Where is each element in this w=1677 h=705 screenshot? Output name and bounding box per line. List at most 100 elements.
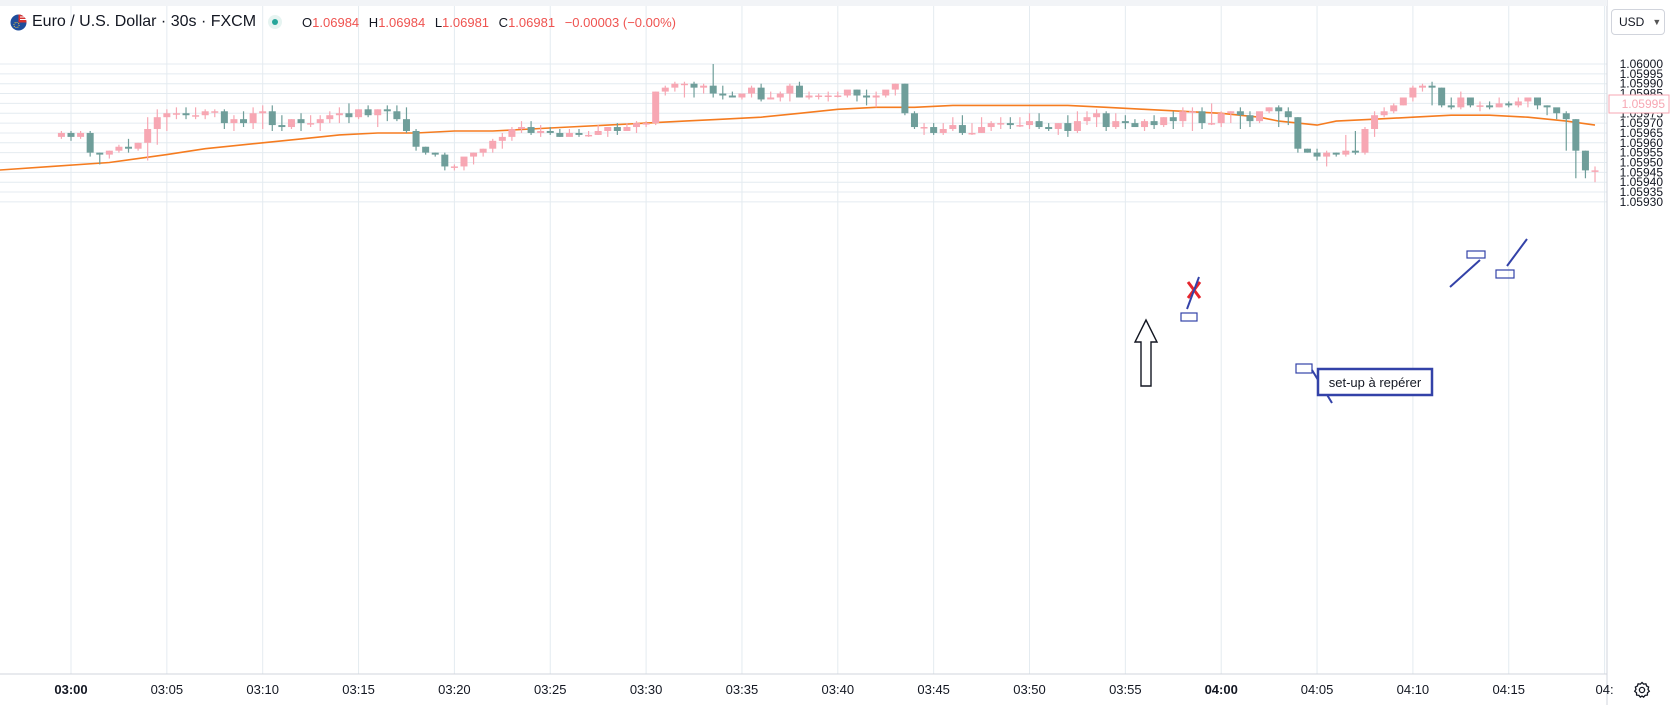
candle [1112,113,1120,130]
candle [1553,107,1561,120]
candle [1150,115,1158,130]
open-value: 1.06984 [312,14,360,30]
drawings: set-up à repérer [1133,238,1528,404]
candle [240,111,248,128]
candle [1466,97,1474,108]
candle-body [220,111,228,124]
candle [537,125,545,137]
axes [0,0,1608,705]
candle-body [1495,103,1503,108]
trendline-2[interactable] [1449,259,1481,288]
candle-body [1313,152,1321,157]
candle-body [613,127,621,131]
candle [192,107,200,120]
candle-body [1581,150,1589,171]
candle-body [182,113,190,116]
up-arrow-drawing[interactable] [1133,318,1159,387]
candle-body [1486,105,1494,108]
candle [374,109,382,128]
currency-button[interactable]: USD ▼ [1611,9,1665,35]
candle-body [163,113,171,118]
price-axis[interactable]: 1.060001.059951.059901.059851.059801.059… [1620,57,1664,209]
candle [163,109,171,131]
candle [383,105,391,122]
candle [1179,107,1187,128]
candle [1026,113,1033,130]
candle-body [96,152,104,155]
candle-body [930,127,938,133]
candle [738,93,746,100]
candle [230,115,238,131]
candle [1524,97,1532,108]
trendline-3[interactable] [1506,238,1528,267]
candle-body [1093,113,1101,118]
candle-body [633,123,641,128]
candle-body [1476,105,1484,107]
candle-body [767,97,775,100]
trendline-1[interactable] [1186,276,1200,310]
candle [910,111,918,130]
candle-body [939,129,947,133]
candle-body [1399,97,1407,106]
candle-body [604,127,612,131]
time-tick-label: 03:55 [1109,682,1142,697]
candle-body [910,113,918,128]
candle-body [565,132,573,137]
candle [307,115,315,128]
candle [1399,97,1407,106]
candle-body [1073,121,1081,131]
candle-body [652,91,660,124]
candle-body [441,154,449,167]
candle [1447,97,1455,110]
candle-body [1380,111,1388,116]
marker-box-4[interactable] [1495,269,1515,279]
candle [498,132,506,149]
candle [1054,123,1062,135]
candle-body [1035,121,1043,128]
time-tick-label: 04: [1596,682,1614,697]
candle [882,89,890,98]
candle-body [1284,111,1292,118]
candle [1342,134,1350,157]
candle-body [431,152,439,155]
candle-body [1342,150,1350,155]
candle-body [67,132,75,137]
price-tick-label: 1.05935 [1620,185,1664,199]
candle-body [824,95,832,98]
candle [700,83,708,94]
symbol-legend[interactable]: Euro / U.S. Dollar · 30s · FXCM O1.06984… [10,10,676,34]
candle-body [1457,97,1465,108]
candle [834,91,842,98]
time-axis[interactable]: 03:00 03:05 03:10 03:15 03:20 03:25 03:30 03:35… [54,682,1613,697]
change-value: −0.00003 (−0.00%) [564,14,676,30]
candle-body [374,109,382,116]
candle [949,117,957,131]
settings-button[interactable] [1630,678,1654,702]
setup-callout[interactable]: set-up à repérer [1316,367,1434,397]
candle [1265,107,1273,114]
candle-body [1466,97,1474,106]
grid [0,6,1607,674]
time-tick-label: 03:10 [246,682,279,697]
candle [748,85,756,98]
candle [1409,85,1417,102]
candle-body [230,119,238,124]
candle-body [872,95,880,98]
candle-body [1256,111,1264,122]
candle-body [1227,111,1235,114]
candle [1236,107,1244,130]
candle [470,152,478,165]
marker-box-1[interactable] [1180,312,1198,322]
time-tick-label: 03:15 [342,682,375,697]
candle [479,148,487,157]
ohlc-values: O1.06984 H1.06984 L1.06981 C1.06981 −0.0… [296,15,676,30]
candle [652,91,660,126]
candle [355,109,363,120]
candle [987,121,995,131]
candle-body [901,83,909,114]
marker-box-2[interactable] [1295,363,1313,374]
marker-box-3[interactable] [1466,250,1486,259]
candle [1476,101,1484,112]
candle [517,121,525,133]
